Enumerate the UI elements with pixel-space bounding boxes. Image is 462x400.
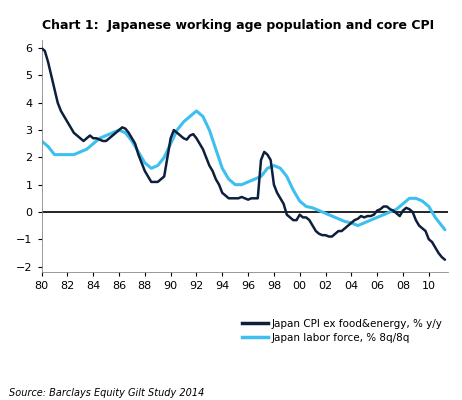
Text: Chart 1:  Japanese working age population and core CPI: Chart 1: Japanese working age population… [42, 19, 434, 32]
Text: Source: Barclays Equity Gilt Study 2014: Source: Barclays Equity Gilt Study 2014 [9, 388, 205, 398]
Legend: Japan CPI ex food&energy, % y/y, Japan labor force, % 8q/8q: Japan CPI ex food&energy, % y/y, Japan l… [242, 319, 443, 343]
